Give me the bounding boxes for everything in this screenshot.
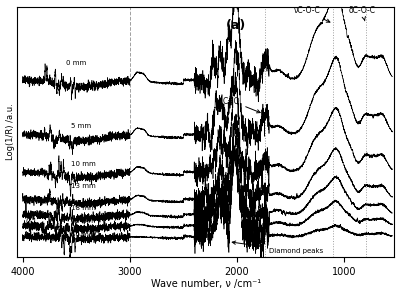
Text: 0.1: 0.1: [25, 218, 37, 227]
Text: 10 mm: 10 mm: [71, 161, 96, 167]
Text: (a): (a): [226, 19, 246, 32]
Text: 5 mm: 5 mm: [71, 123, 91, 129]
Text: 13 mm: 13 mm: [71, 183, 96, 189]
Text: 18 mm: 18 mm: [71, 205, 96, 211]
Text: 25 mm: 25 mm: [71, 218, 96, 224]
Text: δC-O-C: δC-O-C: [349, 6, 376, 21]
X-axis label: Wave number, ν /cm⁻¹: Wave number, ν /cm⁻¹: [151, 279, 261, 289]
Text: Diamond peaks: Diamond peaks: [232, 241, 323, 254]
Text: 0 mm: 0 mm: [66, 60, 86, 66]
Y-axis label: Log(1/R) /a.u.: Log(1/R) /a.u.: [6, 104, 14, 160]
Text: νC-O-C: νC-O-C: [293, 6, 330, 22]
Text: 50 mm: 50 mm: [71, 232, 96, 238]
Text: C=O: C=O: [223, 96, 260, 113]
